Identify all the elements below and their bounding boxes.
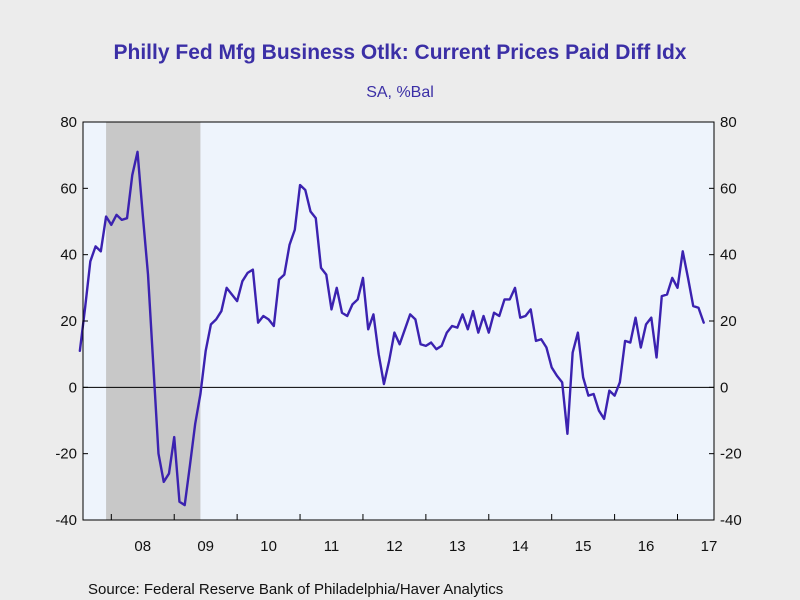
series-line <box>78 150 705 507</box>
y-axis-left: 80 60 40 20 0 -20 -40 <box>55 114 88 529</box>
x-tick-label: 09 <box>197 538 214 555</box>
y-tick-label-right: -20 <box>720 446 742 463</box>
y-tick-label-left: -40 <box>55 512 77 529</box>
x-tick-label: 11 <box>324 538 340 555</box>
x-tick-label: 12 <box>386 538 403 555</box>
series-layer <box>78 150 705 507</box>
y-tick-label-right: 80 <box>720 114 737 131</box>
x-tick-label: 14 <box>512 538 529 555</box>
y-tick-label-right: 0 <box>720 379 728 396</box>
chart-subtitle: SA, %Bal <box>366 84 434 101</box>
recession-shade <box>106 122 201 520</box>
x-tick-label: 15 <box>575 538 592 555</box>
x-tick-label: 16 <box>638 538 655 555</box>
y-tick-label-left: -20 <box>55 446 77 463</box>
x-tick-label: 17 <box>701 538 718 555</box>
y-tick-label-left: 40 <box>60 247 77 264</box>
y-tick-label-right: -40 <box>720 512 742 529</box>
y-tick-label-left: 80 <box>60 114 77 131</box>
y-axis-right: 80 60 40 20 0 -20 -40 <box>709 114 742 529</box>
y-tick-label-left: 20 <box>60 313 77 330</box>
x-axis: 08 09 10 11 12 13 14 15 16 17 <box>110 514 718 555</box>
x-tick-label: 13 <box>449 538 466 555</box>
y-tick-label-left: 0 <box>69 379 77 396</box>
source-note: Source: Federal Reserve Bank of Philadel… <box>88 581 503 598</box>
y-tick-label-right: 20 <box>720 313 737 330</box>
x-tick-label: 10 <box>260 538 277 555</box>
y-tick-label-right: 40 <box>720 247 737 264</box>
recession-shading-layer <box>106 122 201 520</box>
y-tick-label-left: 60 <box>60 180 77 197</box>
y-tick-label-right: 60 <box>720 180 737 197</box>
x-tick-label: 08 <box>134 538 151 555</box>
chart-title: Philly Fed Mfg Business Otlk: Current Pr… <box>114 41 687 64</box>
